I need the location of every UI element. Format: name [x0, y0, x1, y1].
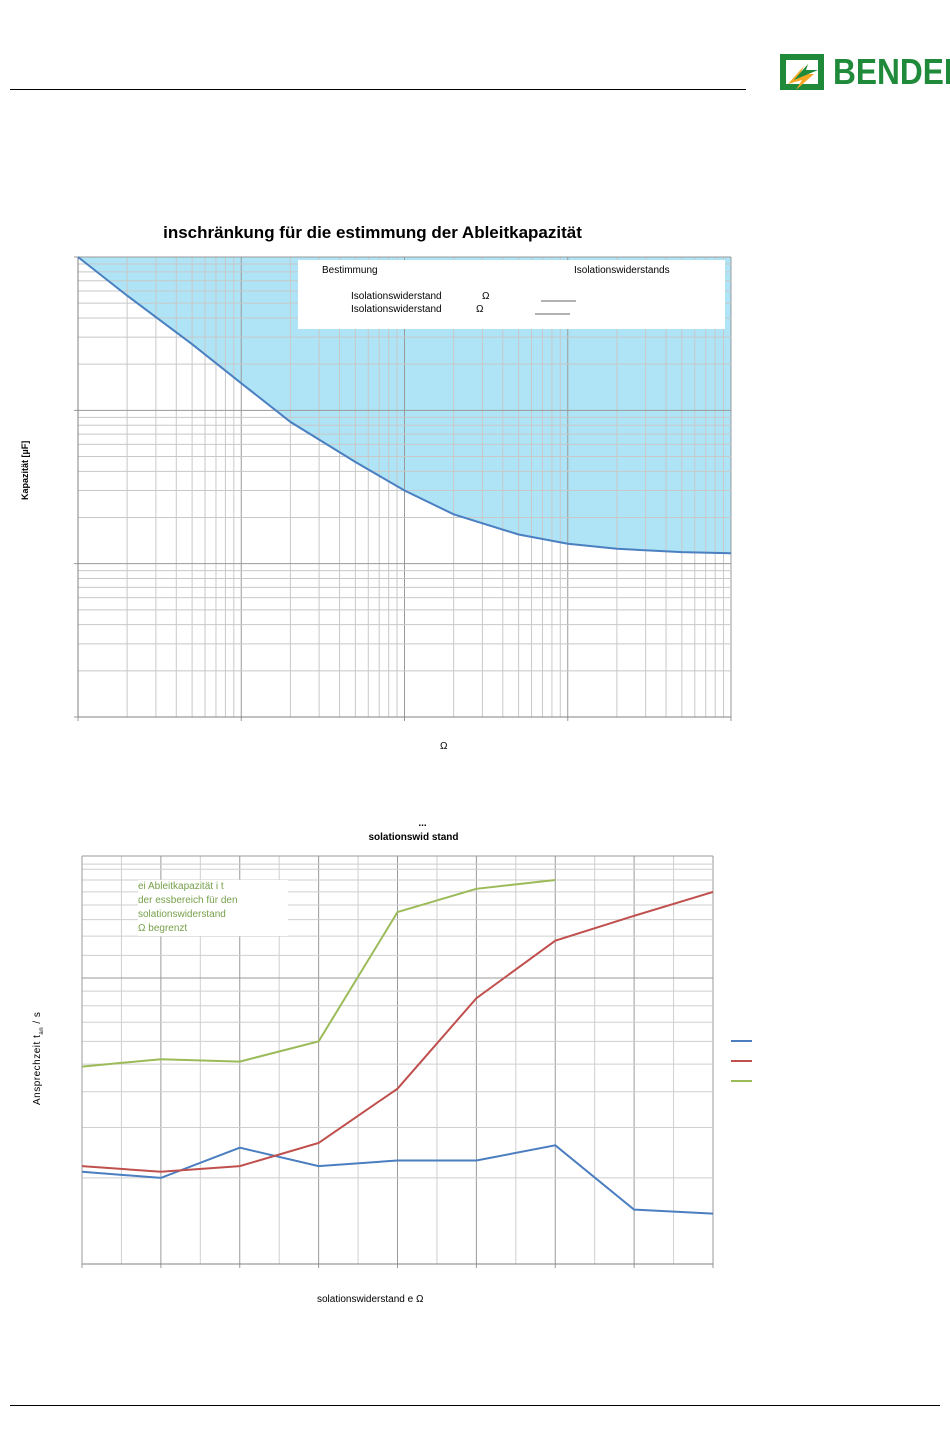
chart1-y-axis-label: Kapazität [µF]	[20, 440, 30, 500]
chart2-title-line2: solationswid stand	[368, 832, 459, 843]
annotation-line: ei Ableitkapazität i t	[138, 881, 224, 892]
chart1-legend-col2: Isolationswiderstands	[574, 265, 670, 276]
chart2-series-line-2	[81, 879, 556, 1068]
chart1-legend-row2: Isolationswiderstand	[351, 304, 442, 315]
footer-rule	[10, 1405, 940, 1406]
chart2-series-line-1	[81, 890, 714, 1173]
chart1-curve	[77, 256, 732, 555]
annotation-line: der essbereich für den	[138, 895, 238, 906]
chart2-y-axis-label: Ansprechzeit tan / s	[32, 1012, 45, 1105]
header-rule	[10, 89, 746, 90]
capacitance-chart: Bestimmung Isolationswiderstands Isolation…	[74, 256, 732, 721]
chart2-annotation: ei Ableitkapazität i t der essbereich fü…	[138, 880, 288, 936]
chart1-legend-col1: Bestimmung	[322, 265, 378, 276]
annotation-line: Ω begrenzt	[138, 923, 188, 934]
ylabel-unit: / s	[32, 1011, 43, 1027]
chart1-x-axis-label: Ω	[440, 741, 448, 752]
annotation-line: solationswiderstand	[138, 909, 226, 920]
chart1-legend-row1: Isolationswiderstand	[351, 291, 442, 302]
bender-logo-icon	[780, 54, 824, 90]
chart2-x-axis-label: solationswiderstand e Ω	[317, 1294, 424, 1305]
chart2-series-line-0	[81, 1144, 714, 1215]
response-time-chart	[81, 855, 752, 1268]
chart1-legend-row1-unit: Ω	[482, 291, 490, 302]
ylabel-main: Ansprechzeit t	[32, 1034, 43, 1105]
ylabel-sub: an	[39, 1026, 45, 1035]
chart1-title: inschränkung für die estimmung der Ablei…	[163, 223, 582, 242]
chart1-legend-row2-unit: Ω	[476, 304, 484, 315]
chart1-legend-box	[298, 260, 725, 329]
chart2-title-line1: ...	[418, 818, 427, 829]
bender-logo-text: BENDER	[833, 51, 950, 92]
